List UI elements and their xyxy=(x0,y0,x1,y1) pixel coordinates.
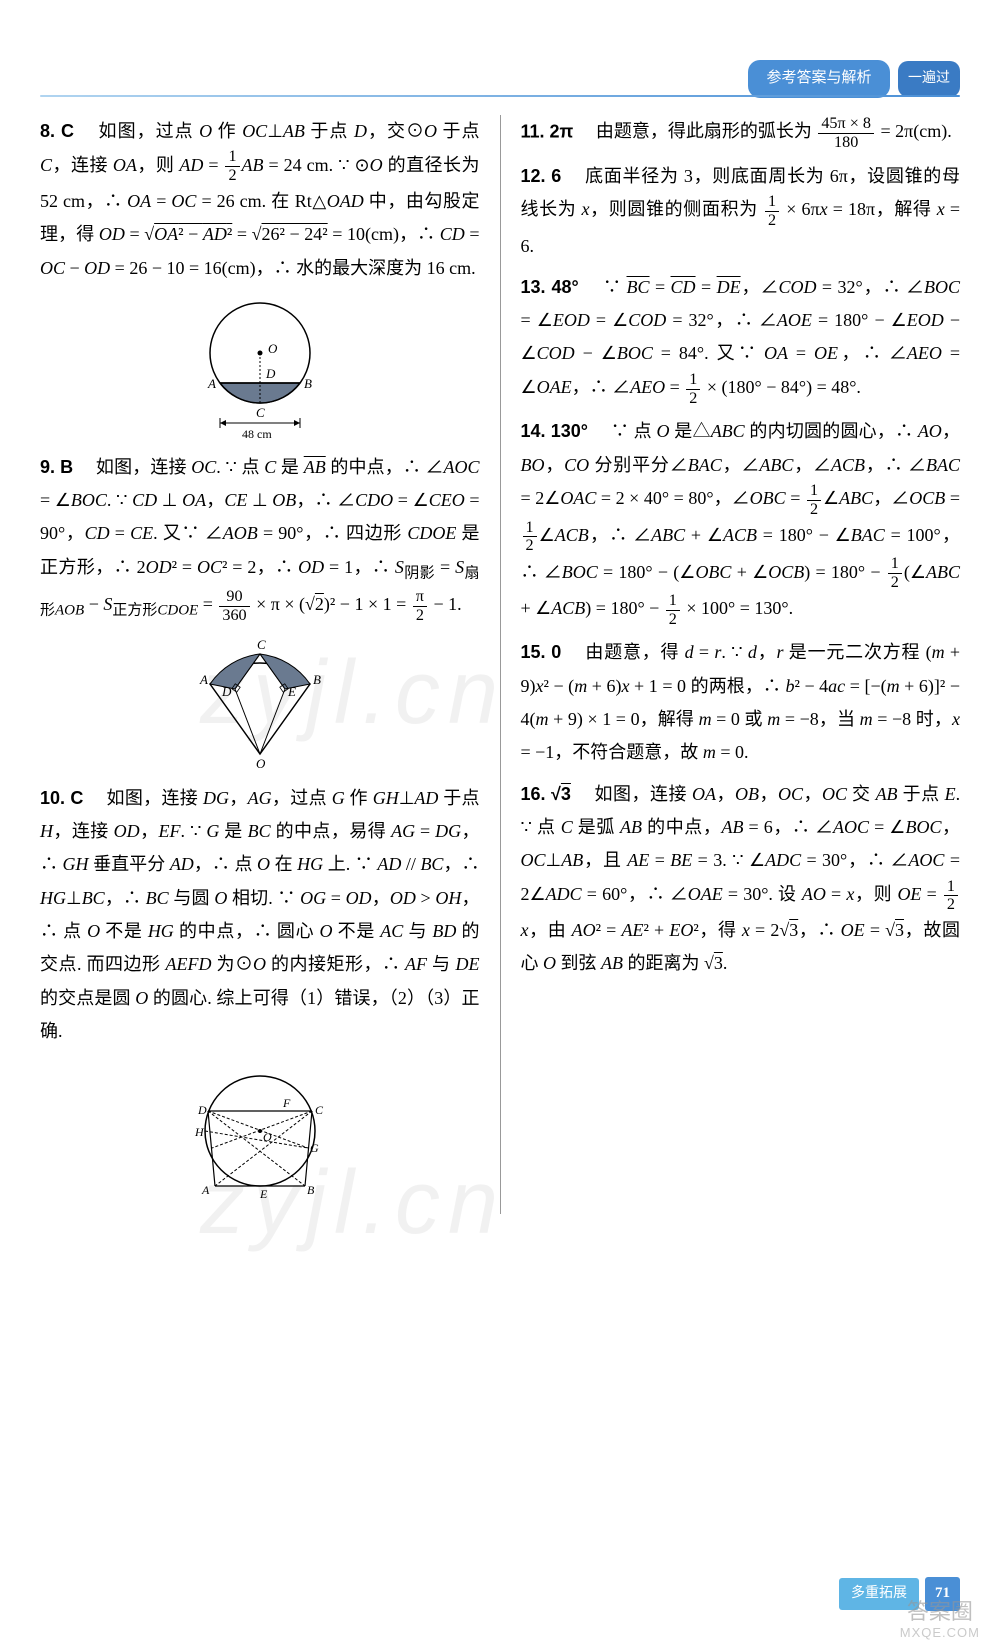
svg-text:F: F xyxy=(282,1096,291,1110)
svg-text:H: H xyxy=(194,1125,205,1139)
solution-14: 14. 130° ∵ 点 O 是△ABC 的内切圆的圆心，∴ AO，BO，CO … xyxy=(521,415,961,628)
solution-text: 如图，连接 DG，AG，过点 G 作 GH⊥AD 于点 H，连接 OD，EF. … xyxy=(40,788,480,1041)
content-columns: 8. C 如图，过点 O 作 OC⊥AB 于点 D，交⊙O 于点 C，连接 OA… xyxy=(40,115,960,1214)
solution-text: 由题意，得 d = r. ∵ d，r 是一元二次方程 (m + 9)x² − (… xyxy=(521,642,961,762)
left-column: 8. C 如图，过点 O 作 OC⊥AB 于点 D，交⊙O 于点 C，连接 OA… xyxy=(40,115,480,1214)
solution-16: 16. √3 如图，连接 OA，OB，OC，OC 交 AB 于点 E. ∵ 点 … xyxy=(521,778,961,981)
solution-text: 如图，过点 O 作 OC⊥AB 于点 D，交⊙O 于点 C，连接 OA，则 AD… xyxy=(40,121,480,278)
svg-text:D: D xyxy=(265,366,276,381)
svg-text:B: B xyxy=(304,376,312,391)
corner-url: MXQE.COM xyxy=(900,1625,980,1641)
corner-brand: 答案圈 xyxy=(900,1599,980,1625)
answer-label: 11. 2π xyxy=(521,121,574,141)
svg-text:D: D xyxy=(197,1103,207,1117)
svg-text:48 cm: 48 cm xyxy=(242,427,272,441)
header-divider xyxy=(40,95,960,97)
answer-label: 13. 48° xyxy=(521,277,579,297)
solution-12: 12. 6 底面半径为 3，则底面周长为 6π，设圆锥的母线长为 x，则圆锥的侧… xyxy=(521,160,961,263)
solution-8: 8. C 如图，过点 O 作 OC⊥AB 于点 D，交⊙O 于点 C，连接 OA… xyxy=(40,115,480,285)
svg-text:O: O xyxy=(263,1130,272,1144)
svg-text:D: D xyxy=(221,684,232,699)
diagram-8: O D A B C 48 cm xyxy=(160,293,360,443)
answer-label: 14. 130° xyxy=(521,421,588,441)
solution-text: ∵ BC = CD = DE，∠COD = 32°，∴ ∠BOC = ∠EOD … xyxy=(521,277,961,397)
solution-text: 由题意，得此扇形的弧长为 45π × 8180 = 2π(cm). xyxy=(578,121,952,141)
answer-label: 15. 0 xyxy=(521,642,562,662)
svg-text:O: O xyxy=(256,756,266,771)
answer-label: 10. C xyxy=(40,788,83,808)
solution-10: 10. C 如图，连接 DG，AG，过点 G 作 GH⊥AD 于点 H，连接 O… xyxy=(40,782,480,1048)
solution-text: 如图，连接 OC. ∵ 点 C 是 AB 的中点，∴ ∠AOC = ∠BOC. … xyxy=(40,457,480,615)
svg-text:B: B xyxy=(307,1183,315,1197)
svg-text:E: E xyxy=(259,1187,268,1201)
answer-label: 9. B xyxy=(40,457,73,477)
answer-label: 16. √3 xyxy=(521,784,571,804)
svg-text:C: C xyxy=(256,405,265,420)
svg-text:A: A xyxy=(207,376,216,391)
diagram-9: A B C D E O xyxy=(160,634,360,774)
solution-text: ∵ 点 O 是△ABC 的内切圆的圆心，∴ AO，BO，CO 分别平分∠BAC，… xyxy=(521,421,961,618)
svg-text:C: C xyxy=(257,637,266,652)
answer-label: 12. 6 xyxy=(521,166,562,186)
answer-label: 8. C xyxy=(40,121,74,141)
header-title: 参考答案与解析 xyxy=(748,60,889,98)
svg-text:C: C xyxy=(315,1103,324,1117)
solution-13: 13. 48° ∵ BC = CD = DE，∠COD = 32°，∴ ∠BOC… xyxy=(521,271,961,408)
solution-text: 底面半径为 3，则底面周长为 6π，设圆锥的母线长为 x，则圆锥的侧面积为 12… xyxy=(521,166,961,256)
svg-text:A: A xyxy=(201,1183,210,1197)
right-column: 11. 2π 由题意，得此扇形的弧长为 45π × 8180 = 2π(cm).… xyxy=(521,115,961,1214)
solution-11: 11. 2π 由题意，得此扇形的弧长为 45π × 8180 = 2π(cm). xyxy=(521,115,961,152)
svg-text:O: O xyxy=(268,341,278,356)
header-tag: 一遍过 xyxy=(898,61,960,97)
svg-text:A: A xyxy=(199,672,208,687)
solution-9: 9. B 如图，连接 OC. ∵ 点 C 是 AB 的中点，∴ ∠AOC = ∠… xyxy=(40,451,480,626)
corner-watermark: 答案圈 MXQE.COM xyxy=(900,1599,980,1641)
solution-15: 15. 0 由题意，得 d = r. ∵ d，r 是一元二次方程 (m + 9)… xyxy=(521,636,961,769)
diagram-10: D C A B H G O E F xyxy=(160,1056,360,1206)
solution-text: 如图，连接 OA，OB，OC，OC 交 AB 于点 E. ∵ 点 C 是弧 AB… xyxy=(521,784,961,974)
header: 参考答案与解析 一遍过 xyxy=(748,60,960,98)
page: 参考答案与解析 一遍过 zyjl.cn zyjl.cn 8. C 如图，过点 O… xyxy=(0,0,1000,1651)
svg-text:G: G xyxy=(310,1141,319,1155)
svg-text:E: E xyxy=(287,684,296,699)
svg-text:B: B xyxy=(313,672,321,687)
column-divider xyxy=(500,115,501,1214)
